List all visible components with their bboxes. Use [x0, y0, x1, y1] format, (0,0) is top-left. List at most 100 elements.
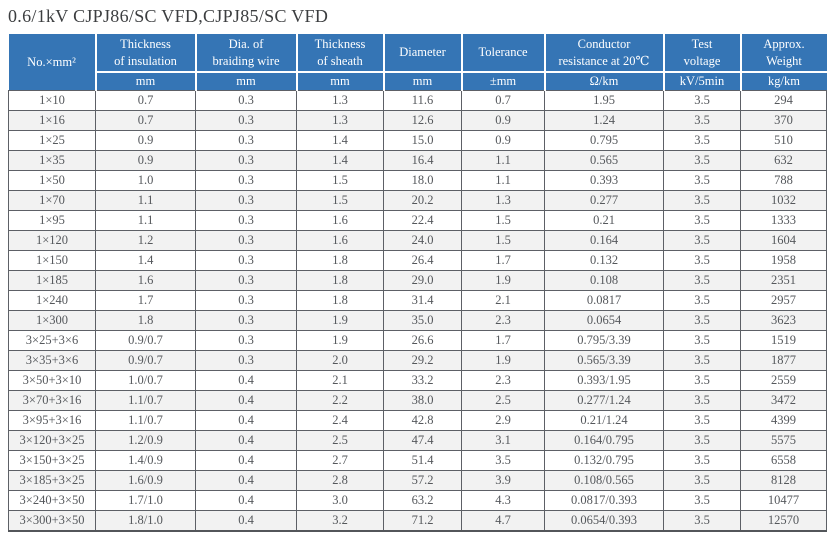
- col-header-conductor-resistance: Conductor resistance at 20℃: [543, 34, 664, 72]
- cell: 3.5: [663, 210, 741, 231]
- cell: 11.6: [383, 90, 462, 111]
- cell: 26.4: [383, 250, 462, 271]
- cell: 3.5: [461, 450, 545, 471]
- table-row: 1×25 0.9 0.3 1.4 15.0 0.9 0.795 3.5 510: [8, 130, 827, 151]
- table-row: 1×240 1.7 0.3 1.8 31.4 2.1 0.0817 3.5 2957: [8, 290, 827, 311]
- table-row: 1×150 1.4 0.3 1.8 26.4 1.7 0.132 3.5 1958: [8, 250, 827, 271]
- cell: 0.164: [544, 230, 664, 251]
- cell: 8128: [740, 470, 827, 491]
- cell: 1604: [740, 230, 827, 251]
- cell: 1.9: [296, 310, 384, 331]
- cell: 1.9: [461, 350, 545, 371]
- cell: 0.0817/0.393: [544, 490, 664, 511]
- col-header-insulation-thickness: Thickness of insulation: [94, 34, 196, 72]
- cell: 3×25+3×6: [8, 330, 96, 351]
- cell: 3.5: [663, 230, 741, 251]
- cell: 3×300+3×50: [8, 510, 96, 532]
- page-title: 0.6/1kV CJPJ86/SC VFD,CJPJ85/SC VFD: [8, 6, 329, 26]
- cell: 2.2: [296, 390, 384, 411]
- cell: 1.3: [296, 110, 384, 131]
- cell: 0.7: [95, 90, 196, 111]
- table-row: 1×50 1.0 0.3 1.5 18.0 1.1 0.393 3.5 788: [8, 170, 827, 191]
- cell: 0.565/3.39: [544, 350, 664, 371]
- cell: 294: [740, 90, 827, 111]
- cell: 0.4: [195, 430, 297, 451]
- col-header-approx-weight: Approx. Weight: [739, 34, 827, 72]
- cell: 3.5: [663, 330, 741, 351]
- unit-sheath-thickness: mm: [295, 71, 384, 91]
- cell: 0.4: [195, 450, 297, 471]
- cell: 1032: [740, 190, 827, 211]
- cell: 1.5: [461, 210, 545, 231]
- cell: 3.2: [296, 510, 384, 532]
- cell: 3×70+3×16: [8, 390, 96, 411]
- cell: 0.21: [544, 210, 664, 231]
- cell: 0.7: [461, 90, 545, 111]
- cell: 3×150+3×25: [8, 450, 96, 471]
- cell: 42.8: [383, 410, 462, 431]
- cell: 0.3: [195, 230, 297, 251]
- cell: 0.4: [195, 470, 297, 491]
- table-row: 1×185 1.6 0.3 1.8 29.0 1.9 0.108 3.5 2351: [8, 270, 827, 291]
- cell: 2.1: [461, 290, 545, 311]
- cell: 3.5: [663, 150, 741, 171]
- cell: 1.4: [296, 150, 384, 171]
- table-row: 3×185+3×25 1.6/0.9 0.4 2.8 57.2 3.9 0.108/0.56…: [8, 470, 827, 491]
- cell: 3.5: [663, 490, 741, 511]
- cell: 0.3: [195, 250, 297, 271]
- cell: 0.9/0.7: [95, 330, 196, 351]
- cell: 0.0817: [544, 290, 664, 311]
- cell: 1×240: [8, 290, 96, 311]
- cell: 1×150: [8, 250, 96, 271]
- cell: 3.5: [663, 290, 741, 311]
- cell: 4.7: [461, 510, 545, 532]
- cell: 3.5: [663, 430, 741, 451]
- table-row: 1×35 0.9 0.3 1.4 16.4 1.1 0.565 3.5 632: [8, 150, 827, 171]
- unit-conductor-resistance: Ω/km: [543, 71, 664, 91]
- cell: 1.7: [95, 290, 196, 311]
- cell: 2559: [740, 370, 827, 391]
- cell: 3.5: [663, 310, 741, 331]
- cell: 3.5: [663, 270, 741, 291]
- cell: 5575: [740, 430, 827, 451]
- col-header-sheath-thickness: Thickness of sheath: [295, 34, 384, 72]
- table-row: 3×150+3×25 1.4/0.9 0.4 2.7 51.4 3.5 0.132/0.79…: [8, 450, 827, 471]
- cell: 1.4/0.9: [95, 450, 196, 471]
- cell: 0.0654: [544, 310, 664, 331]
- cell: 1.6/0.9: [95, 470, 196, 491]
- cell: 3.5: [663, 470, 741, 491]
- cell: 1.5: [461, 230, 545, 251]
- cell: 2.8: [296, 470, 384, 491]
- cell: 1519: [740, 330, 827, 351]
- cell: 0.3: [195, 210, 297, 231]
- cell: 1×16: [8, 110, 96, 131]
- col-header-braiding-wire-dia: Dia. of braiding wire: [194, 34, 297, 72]
- cell: 0.3: [195, 110, 297, 131]
- cell: 0.3: [195, 350, 297, 371]
- table-row: 1×16 0.7 0.3 1.3 12.6 0.9 1.24 3.5 370: [8, 110, 827, 131]
- cell: 1×95: [8, 210, 96, 231]
- table-row: 1×120 1.2 0.3 1.6 24.0 1.5 0.164 3.5 1604: [8, 230, 827, 251]
- cell: 0.108: [544, 270, 664, 291]
- cell: 3.5: [663, 110, 741, 131]
- cell: 0.7: [95, 110, 196, 131]
- cell: 0.4: [195, 370, 297, 391]
- cell: 0.4: [195, 390, 297, 411]
- unit-diameter: mm: [382, 71, 462, 91]
- table-row: 1×70 1.1 0.3 1.5 20.2 1.3 0.277 3.5 1032: [8, 190, 827, 211]
- cell: 1.0: [95, 170, 196, 191]
- cell: 35.0: [383, 310, 462, 331]
- cell: 3.5: [663, 450, 741, 471]
- cell: 0.277: [544, 190, 664, 211]
- cell: 0.795: [544, 130, 664, 151]
- cell: 1×120: [8, 230, 96, 251]
- cable-spec-table: No.×mm² Thickness of insulation Dia. of …: [8, 34, 827, 532]
- cell: 3.5: [663, 390, 741, 411]
- cell: 0.0654/0.393: [544, 510, 664, 532]
- cell: 3623: [740, 310, 827, 331]
- cell: 26.6: [383, 330, 462, 351]
- cell: 3.0: [296, 490, 384, 511]
- cell: 1.1/0.7: [95, 390, 196, 411]
- cell: 0.4: [195, 410, 297, 431]
- cell: 1.3: [296, 90, 384, 111]
